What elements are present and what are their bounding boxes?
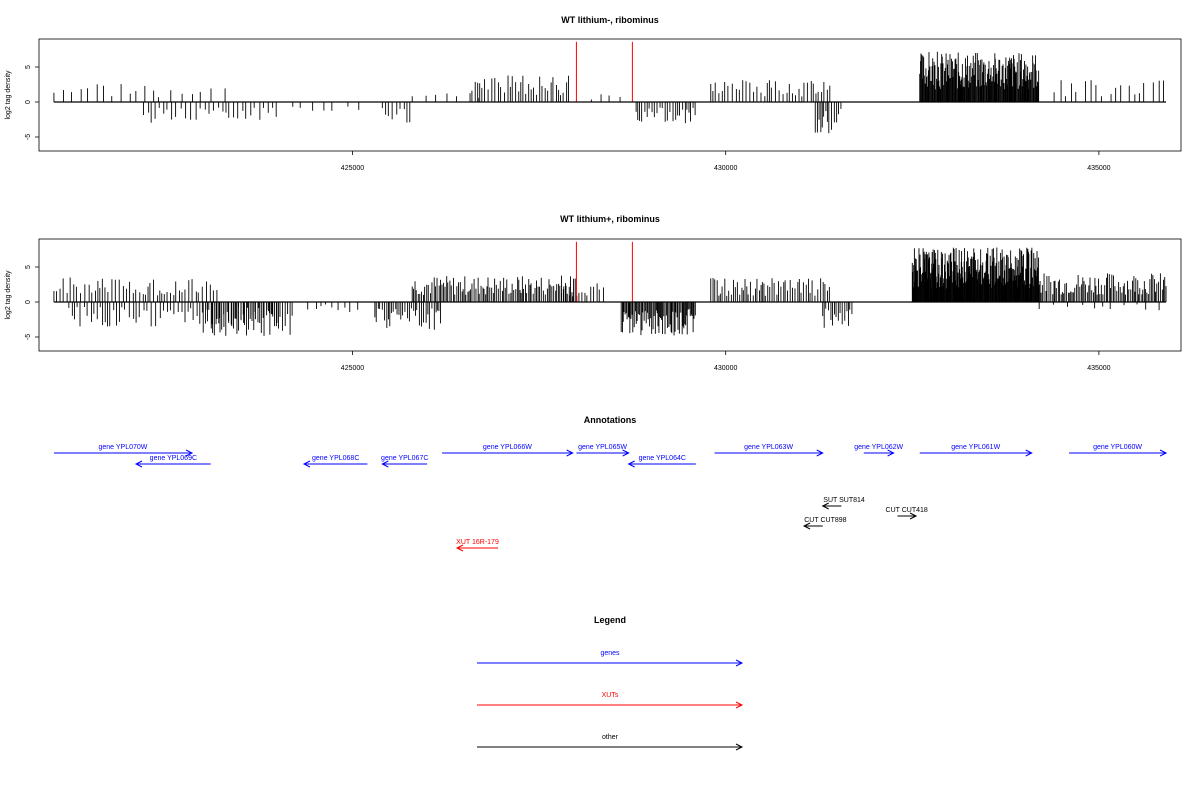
feature-arrowhead — [381, 460, 389, 468]
y-tick-label: 5 — [25, 65, 32, 69]
feature-arrow: XUT 16R-179 — [455, 539, 499, 552]
feature-label: gene YPL062W — [854, 444, 903, 451]
x-tick-label: 435000 — [1087, 165, 1110, 172]
x-tick-label: 430000 — [714, 365, 737, 372]
feature-arrowhead — [816, 449, 824, 457]
feature-arrowhead — [455, 544, 464, 552]
plot-frame — [38, 238, 1182, 352]
x-tick-label: 425000 — [341, 365, 364, 372]
legend-title: Legend — [594, 615, 626, 625]
feature-arrowhead — [1159, 449, 1168, 457]
feature-arrowhead — [802, 522, 811, 530]
feature-arrow: gene YPL069C — [134, 455, 211, 468]
feature-arrow: gene YPL066W — [442, 444, 574, 457]
track-title: WT lithium-, ribominus — [561, 15, 659, 25]
feature-label: gene YPL063W — [744, 444, 793, 451]
feature-arrow: gene YPL060W — [1069, 444, 1168, 457]
feature-label: gene YPL070W — [99, 444, 148, 451]
y-tick-label: -5 — [25, 334, 32, 340]
feature-arrow: gene YPL067C — [381, 455, 428, 468]
legend-label: genes — [600, 650, 620, 657]
feature-arrowhead — [622, 449, 630, 457]
feature-arrowhead — [1025, 449, 1033, 457]
feature-label: gene YPL064C — [639, 455, 686, 462]
feature-label: gene YPL069C — [150, 455, 197, 462]
legend-arrowhead — [735, 701, 744, 709]
feature-label: gene YPL060W — [1093, 444, 1142, 451]
legend-item: genes — [477, 650, 744, 667]
y-tick-label: 0 — [25, 100, 32, 104]
feature-arrowhead — [821, 502, 829, 510]
legend-items: genes XUTs other — [477, 650, 744, 751]
track-panel-lithium-plus: WT lithium+, ribominus log2 tag density … — [5, 214, 1182, 372]
feature-label: gene YPL066W — [483, 444, 532, 451]
y-axis-label: log2 tag density — [5, 70, 12, 120]
track-panel-lithium-minus: WT lithium-, ribominus log2 tag density … — [5, 15, 1182, 172]
legend-item: other — [477, 734, 744, 751]
legend-panel: Legend genes XUTs other — [477, 615, 744, 751]
feature-arrowhead — [887, 449, 895, 457]
x-tick-label: 430000 — [714, 165, 737, 172]
feature-label: gene YPL065W — [578, 444, 627, 451]
legend-label: XUTs — [602, 692, 619, 699]
feature-arrow: gene YPL062W — [854, 444, 904, 457]
feature-label: XUT 16R-179 — [456, 539, 499, 546]
feature-arrow: gene YPL061W — [919, 444, 1033, 457]
x-tick-label: 435000 — [1087, 365, 1110, 372]
feature-arrow: gene YPL065W — [576, 444, 630, 457]
feature-arrowhead — [566, 449, 574, 457]
x-tick-label: 425000 — [341, 165, 364, 172]
track-title: WT lithium+, ribominus — [560, 214, 660, 224]
feature-arrow: gene YPL068C — [302, 455, 368, 468]
feature-arrow: CUT CUT898 — [802, 517, 847, 530]
y-tick-label: 5 — [25, 265, 32, 269]
feature-arrow: CUT CUT418 — [886, 507, 928, 520]
annotations-title: Annotations — [584, 415, 637, 425]
feature-arrowhead — [627, 460, 635, 468]
feature-label: gene YPL068C — [312, 455, 359, 462]
feature-arrow: gene YPL064C — [627, 455, 696, 468]
plot-frame — [38, 38, 1182, 152]
feature-arrowhead — [909, 512, 918, 520]
y-axis-label: log2 tag density — [5, 270, 12, 320]
feature-label: gene YPL061W — [951, 444, 1000, 451]
legend-label: other — [602, 734, 619, 741]
legend-item: XUTs — [477, 692, 744, 709]
feature-arrow: gene YPL063W — [714, 444, 824, 457]
feature-label: CUT CUT898 — [804, 517, 846, 524]
axes: 425000 430000 435000 -5 0 5 — [25, 265, 1167, 372]
feature-arrowhead — [185, 449, 194, 457]
y-tick-label: 0 — [25, 300, 32, 304]
signal-bars — [53, 241, 1167, 336]
feature-arrow: SUT SUT814 — [821, 497, 865, 510]
axes: 425000 430000 435000 -5 0 5 — [25, 65, 1167, 172]
feature-arrow: gene YPL070W — [53, 444, 194, 457]
legend-arrowhead — [735, 659, 744, 667]
feature-label: CUT CUT418 — [886, 507, 928, 514]
feature-arrowhead — [134, 460, 143, 468]
y-tick-label: -5 — [25, 134, 32, 140]
legend-arrowhead — [735, 743, 744, 751]
feature-label: SUT SUT814 — [823, 497, 865, 504]
feature-label: gene YPL067C — [381, 455, 428, 462]
signal-bars — [53, 41, 1164, 134]
feature-arrowhead — [302, 460, 311, 468]
